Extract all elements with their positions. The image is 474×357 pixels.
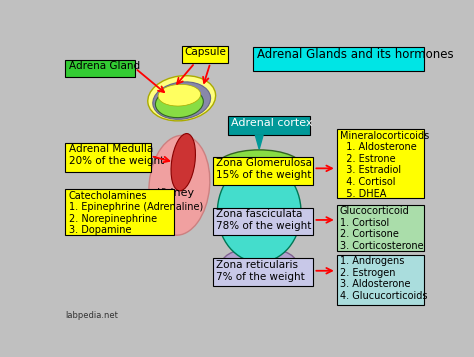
- Ellipse shape: [171, 134, 195, 191]
- FancyBboxPatch shape: [213, 208, 313, 235]
- Text: 1. Androgens
2. Estrogen
3. Aldosterone
4. Glucucorticoids: 1. Androgens 2. Estrogen 3. Aldosterone …: [340, 256, 427, 301]
- Ellipse shape: [158, 84, 201, 106]
- Ellipse shape: [215, 150, 304, 187]
- Text: Kidney: Kidney: [156, 188, 194, 198]
- FancyBboxPatch shape: [65, 143, 151, 172]
- Text: Adrenal Medulla
20% of the weight: Adrenal Medulla 20% of the weight: [69, 145, 164, 166]
- FancyBboxPatch shape: [337, 129, 423, 198]
- Text: Adrena Gland: Adrena Gland: [69, 61, 140, 71]
- Polygon shape: [255, 135, 263, 149]
- Text: Mineralocorticoids
  1. Aldosterone
  2. Estrone
  3. Estradiol
  4. Cortisol
  : Mineralocorticoids 1. Aldosterone 2. Est…: [340, 131, 429, 198]
- FancyBboxPatch shape: [337, 255, 423, 305]
- FancyBboxPatch shape: [337, 205, 423, 251]
- FancyBboxPatch shape: [253, 47, 423, 71]
- Ellipse shape: [153, 82, 210, 119]
- FancyBboxPatch shape: [213, 157, 313, 185]
- Text: Glucocorticoid
1. Cortisol
2. Cortisone
3. Corticosterone: Glucocorticoid 1. Cortisol 2. Cortisone …: [340, 206, 423, 251]
- Text: Zona reticularis
7% of the weight: Zona reticularis 7% of the weight: [216, 260, 305, 282]
- Text: Adrenal cortex: Adrenal cortex: [231, 117, 313, 127]
- Text: Zona Glomerulosa
15% of the weight: Zona Glomerulosa 15% of the weight: [216, 159, 312, 180]
- FancyBboxPatch shape: [65, 189, 174, 235]
- Text: labpedia.net: labpedia.net: [65, 311, 118, 320]
- Text: Capsule: Capsule: [185, 47, 227, 57]
- Ellipse shape: [155, 88, 203, 117]
- Text: Adrenal Glands and its hormones: Adrenal Glands and its hormones: [257, 48, 454, 61]
- Text: Catecholamines
1. Epinephrine (Adrenaline)
2. Norepinephrine
3. Dopamine: Catecholamines 1. Epinephrine (Adrenalin…: [69, 191, 203, 236]
- Text: Zona fasciculata
78% of the weight: Zona fasciculata 78% of the weight: [216, 209, 311, 231]
- Ellipse shape: [218, 162, 301, 262]
- FancyBboxPatch shape: [228, 116, 310, 135]
- FancyBboxPatch shape: [182, 46, 228, 63]
- FancyBboxPatch shape: [213, 258, 313, 286]
- Ellipse shape: [149, 135, 210, 235]
- FancyBboxPatch shape: [65, 60, 135, 77]
- Ellipse shape: [222, 248, 296, 277]
- Ellipse shape: [148, 76, 216, 121]
